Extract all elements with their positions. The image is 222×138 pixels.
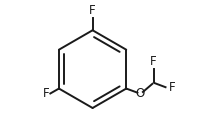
Text: O: O <box>135 87 145 100</box>
Text: F: F <box>43 87 50 100</box>
Text: F: F <box>168 81 175 94</box>
Text: F: F <box>89 4 96 17</box>
Text: F: F <box>150 55 157 68</box>
